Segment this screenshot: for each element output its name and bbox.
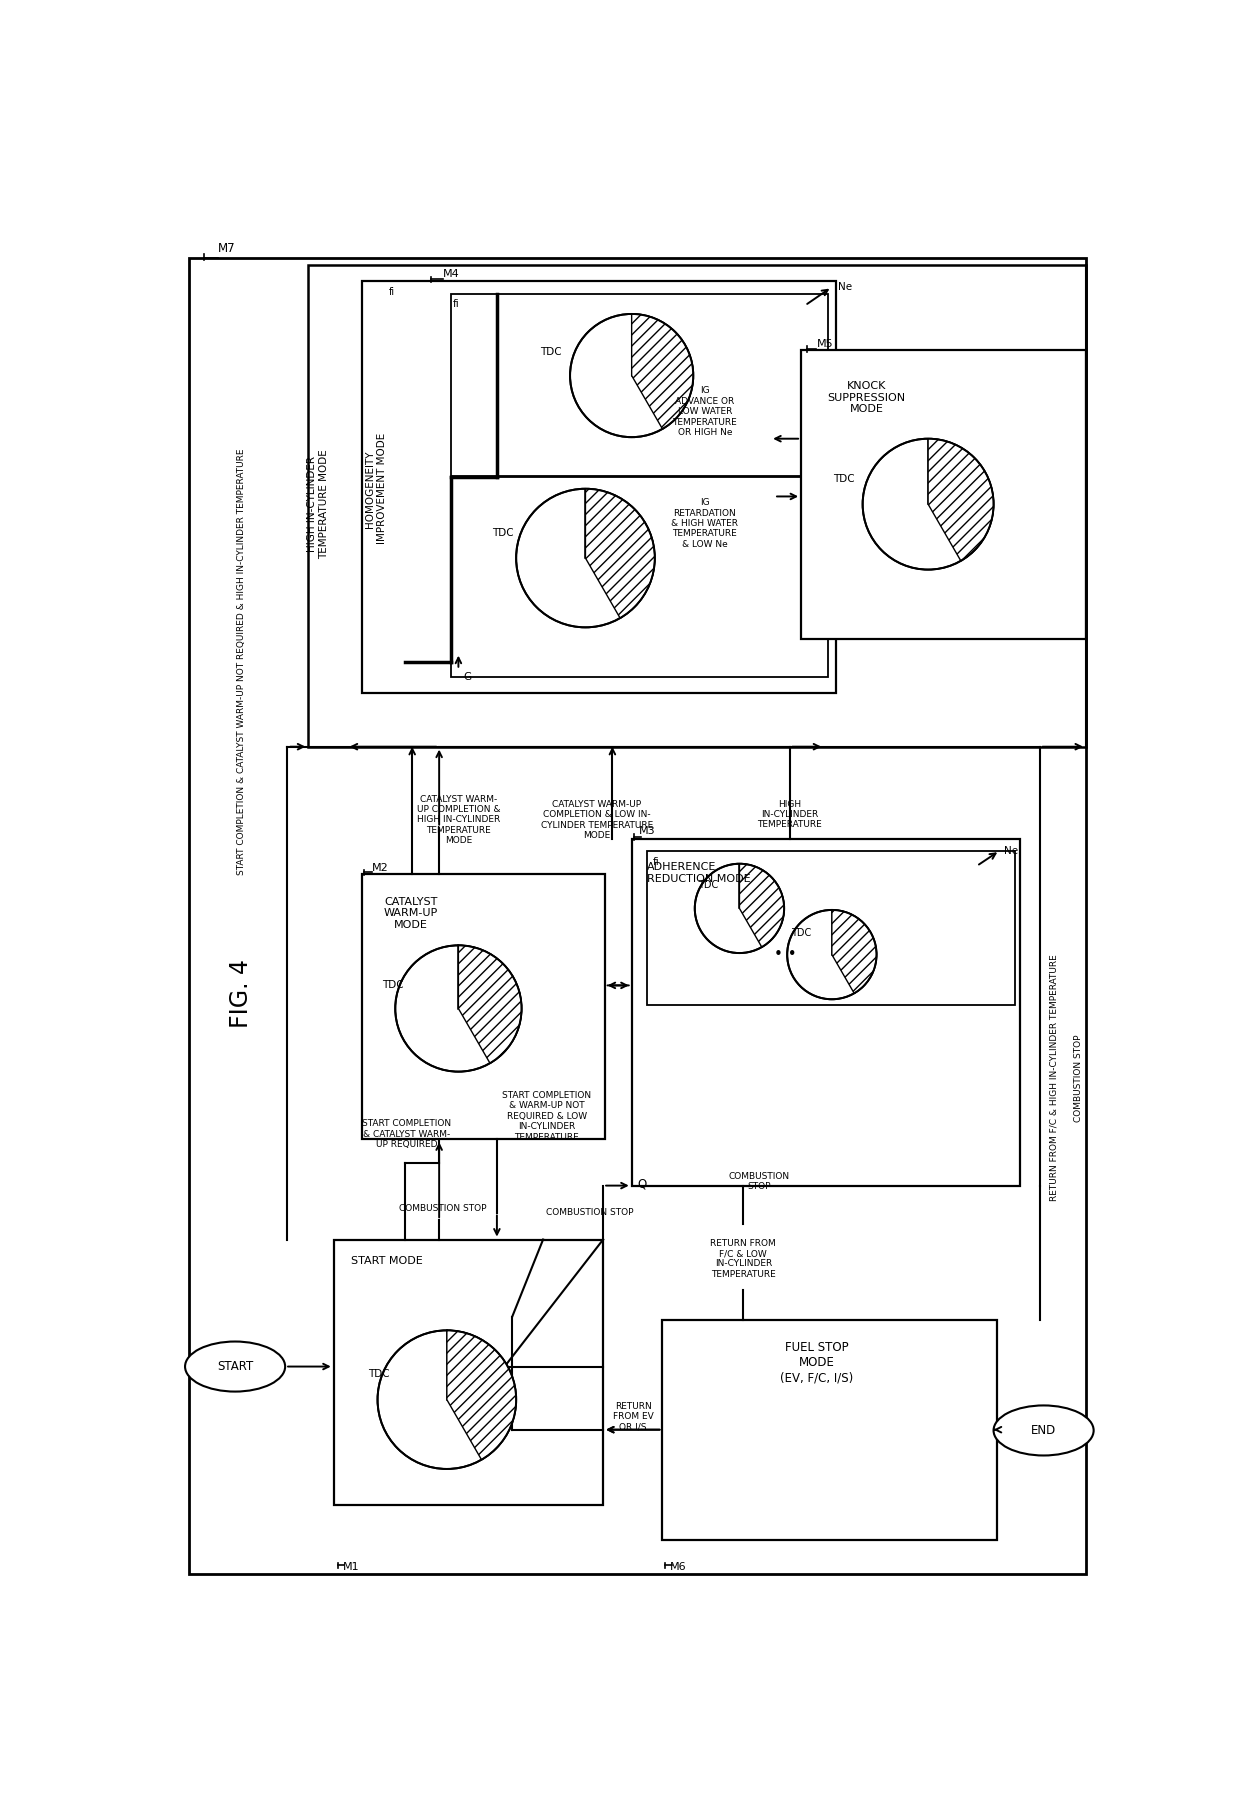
- Text: IG
RETARDATION
& HIGH WATER
TEMPERATURE
& LOW Ne: IG RETARDATION & HIGH WATER TEMPERATURE …: [671, 497, 738, 549]
- Text: fi: fi: [453, 298, 460, 309]
- Text: HOMOGENEITY
IMPROVEMENT MODE: HOMOGENEITY IMPROVEMENT MODE: [366, 433, 387, 544]
- Wedge shape: [832, 910, 877, 993]
- Ellipse shape: [185, 1341, 285, 1391]
- Polygon shape: [801, 350, 1086, 639]
- Text: CATALYST WARM-
UP COMPLETION &
HIGH IN-CYLINDER
TEMPERATURE
MODE: CATALYST WARM- UP COMPLETION & HIGH IN-C…: [417, 795, 500, 845]
- Wedge shape: [585, 488, 655, 617]
- Circle shape: [377, 1330, 516, 1468]
- Text: • •: • •: [774, 948, 797, 962]
- Text: TDC: TDC: [539, 348, 562, 357]
- Text: TDC: TDC: [382, 980, 404, 991]
- Text: KNOCK
SUPPRESSION
MODE: KNOCK SUPPRESSION MODE: [827, 381, 905, 415]
- Text: fi: fi: [653, 856, 660, 867]
- Text: TDC: TDC: [492, 528, 513, 538]
- Polygon shape: [362, 280, 836, 693]
- Text: M5: M5: [816, 339, 833, 348]
- Wedge shape: [459, 946, 522, 1063]
- Text: HIGH
IN-CYLINDER
TEMPERATURE: HIGH IN-CYLINDER TEMPERATURE: [758, 799, 822, 829]
- Text: FIG. 4: FIG. 4: [229, 959, 253, 1027]
- Polygon shape: [450, 294, 828, 476]
- Text: START COMPLETION
& CATALYST WARM-
UP REQUIRED: START COMPLETION & CATALYST WARM- UP REQ…: [362, 1118, 451, 1149]
- Wedge shape: [446, 1330, 516, 1459]
- Polygon shape: [631, 838, 1021, 1186]
- Text: HIGH IN-CYLINDER
TEMPERATURE MODE: HIGH IN-CYLINDER TEMPERATURE MODE: [308, 449, 329, 558]
- Wedge shape: [928, 438, 993, 560]
- Text: M1: M1: [343, 1562, 360, 1572]
- Text: CATALYST WARM-UP
COMPLETION & LOW IN-
CYLINDER TEMPERATURE
MODE: CATALYST WARM-UP COMPLETION & LOW IN- CY…: [541, 801, 653, 840]
- Text: TDC: TDC: [832, 474, 854, 483]
- Text: ADHERENCE
REDUCTION MODE: ADHERENCE REDUCTION MODE: [647, 862, 750, 883]
- Polygon shape: [647, 851, 1016, 1005]
- Polygon shape: [188, 258, 1086, 1574]
- Text: RETURN
FROM EV
OR I/S: RETURN FROM EV OR I/S: [613, 1402, 653, 1431]
- Text: Q: Q: [637, 1178, 646, 1190]
- Text: START MODE: START MODE: [351, 1256, 423, 1267]
- Wedge shape: [739, 863, 784, 948]
- Text: M7: M7: [218, 242, 236, 255]
- Circle shape: [396, 946, 522, 1072]
- Text: COMBUSTION
STOP: COMBUSTION STOP: [728, 1172, 790, 1192]
- Circle shape: [863, 438, 993, 569]
- Polygon shape: [450, 477, 828, 677]
- Text: COMBUSTION STOP: COMBUSTION STOP: [1074, 1034, 1083, 1122]
- Text: IG
ADVANCE OR
LOW WATER
TEMPERATURE
OR HIGH Ne: IG ADVANCE OR LOW WATER TEMPERATURE OR H…: [672, 386, 737, 436]
- Text: TDC: TDC: [698, 880, 719, 890]
- Text: END: END: [1030, 1423, 1056, 1438]
- Circle shape: [694, 863, 784, 953]
- Text: TDC: TDC: [791, 928, 811, 939]
- Polygon shape: [362, 874, 605, 1140]
- Ellipse shape: [993, 1405, 1094, 1456]
- Wedge shape: [631, 314, 693, 429]
- Text: M2: M2: [372, 863, 389, 872]
- Text: M6: M6: [670, 1562, 687, 1572]
- Circle shape: [570, 314, 693, 438]
- Text: COMBUSTION STOP: COMBUSTION STOP: [399, 1204, 487, 1213]
- Text: M3: M3: [640, 826, 656, 836]
- Polygon shape: [309, 266, 1086, 747]
- Text: Ne: Ne: [838, 282, 852, 293]
- Text: START COMPLETION & CATALYST WARM-UP NOT REQUIRED & HIGH IN-CYLINDER TEMPERATURE: START COMPLETION & CATALYST WARM-UP NOT …: [237, 449, 246, 876]
- Text: Ne: Ne: [1003, 845, 1018, 856]
- Text: TDC: TDC: [368, 1370, 389, 1379]
- Text: COMBUSTION STOP: COMBUSTION STOP: [546, 1208, 634, 1217]
- Text: CATALYST
WARM-UP
MODE: CATALYST WARM-UP MODE: [383, 898, 438, 930]
- Text: START: START: [217, 1361, 253, 1373]
- Polygon shape: [334, 1240, 603, 1506]
- Text: M4: M4: [443, 269, 460, 278]
- Circle shape: [516, 488, 655, 626]
- Text: fi: fi: [389, 287, 396, 298]
- Text: G: G: [464, 673, 472, 682]
- Text: RETURN FROM
F/C & LOW
IN-CYLINDER
TEMPERATURE: RETURN FROM F/C & LOW IN-CYLINDER TEMPER…: [711, 1239, 776, 1278]
- Text: RETURN FROM F/C & HIGH IN-CYLINDER TEMPERATURE: RETURN FROM F/C & HIGH IN-CYLINDER TEMPE…: [1049, 955, 1058, 1201]
- Text: FUEL STOP
MODE
(EV, F/C, I/S): FUEL STOP MODE (EV, F/C, I/S): [780, 1341, 853, 1384]
- Circle shape: [787, 910, 877, 1000]
- Text: START COMPLETION
& WARM-UP NOT
REQUIRED & LOW
IN-CYLINDER
TEMPERATURE: START COMPLETION & WARM-UP NOT REQUIRED …: [502, 1091, 591, 1142]
- Polygon shape: [662, 1321, 997, 1540]
